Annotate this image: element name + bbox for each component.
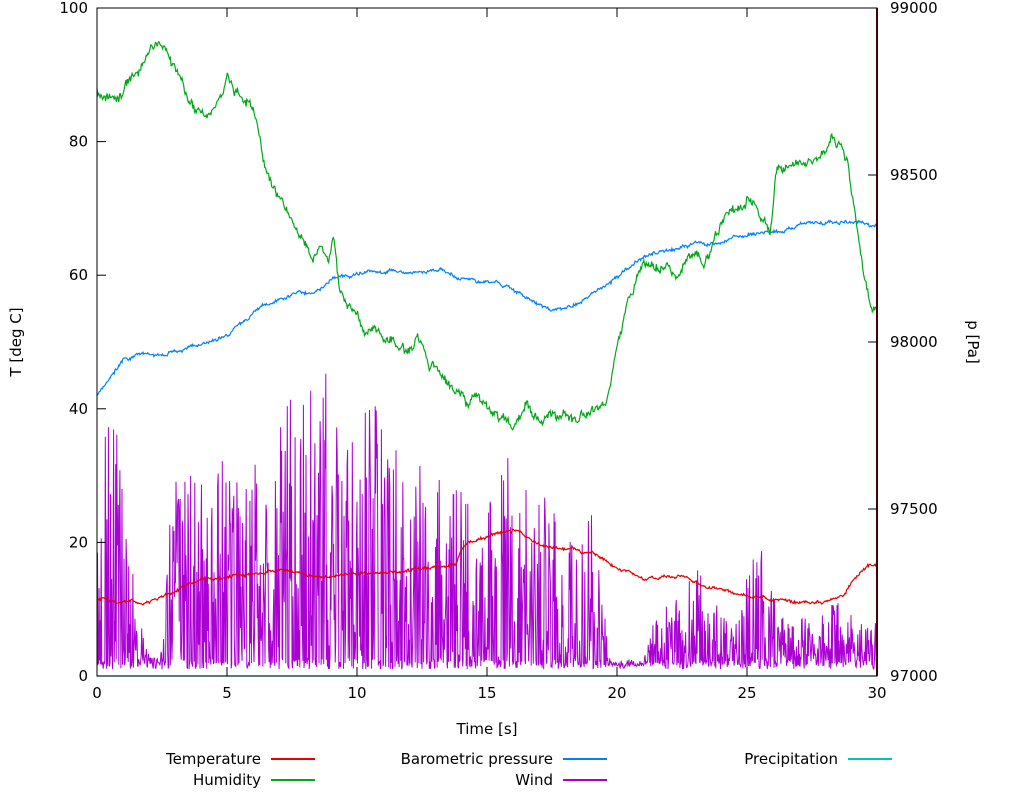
svg-text:20: 20	[607, 684, 626, 702]
legend-item-precipitation: Precipitation	[607, 750, 892, 768]
svg-text:25: 25	[737, 684, 756, 702]
y-axis-label-right: p [Pa]	[964, 320, 982, 364]
svg-text:80: 80	[69, 133, 88, 151]
legend-swatch-pressure	[563, 757, 607, 760]
svg-text:15: 15	[477, 684, 496, 702]
y-axis-label-left: T [deg C]	[7, 307, 25, 377]
legend-item-temperature: Temperature	[0, 750, 315, 768]
legend-swatch-temperature	[271, 757, 315, 760]
svg-text:30: 30	[867, 684, 886, 702]
legend-label-wind: Wind	[515, 770, 553, 789]
svg-text:5: 5	[222, 684, 232, 702]
svg-text:60: 60	[69, 266, 88, 284]
svg-text:97000: 97000	[890, 667, 938, 685]
legend-item-humidity: Humidity	[0, 771, 315, 789]
legend-label-humidity: Humidity	[192, 770, 261, 789]
legend-row-2: Humidity Wind	[0, 769, 1024, 790]
legend-label-precipitation: Precipitation	[744, 749, 838, 768]
svg-text:98500: 98500	[890, 166, 938, 184]
x-axis-label: Time [s]	[456, 720, 518, 738]
svg-text:0: 0	[78, 667, 88, 685]
svg-text:20: 20	[69, 533, 88, 551]
legend-row-1: Temperature Barometric pressure Precipit…	[0, 748, 1024, 769]
svg-text:98000: 98000	[890, 333, 938, 351]
legend-label-pressure: Barometric pressure	[400, 749, 553, 768]
legend-item-wind: Wind	[315, 771, 607, 789]
legend-swatch-precipitation	[848, 757, 892, 760]
chart-legend: Temperature Barometric pressure Precipit…	[0, 748, 1024, 790]
svg-text:40: 40	[69, 400, 88, 418]
svg-text:0: 0	[92, 684, 102, 702]
legend-swatch-humidity	[271, 778, 315, 781]
legend-swatch-wind	[563, 778, 607, 781]
svg-text:100: 100	[59, 0, 88, 17]
legend-item-pressure: Barometric pressure	[315, 750, 607, 768]
svg-text:10: 10	[347, 684, 366, 702]
svg-text:99000: 99000	[890, 0, 938, 17]
legend-label-temperature: Temperature	[165, 749, 261, 768]
svg-text:97500: 97500	[890, 500, 938, 518]
